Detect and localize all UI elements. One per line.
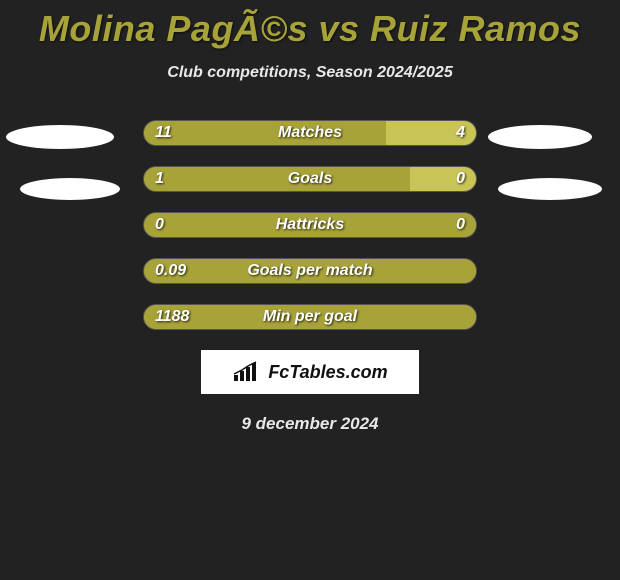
date-text: 9 december 2024	[0, 414, 620, 434]
decorative-ellipse	[498, 178, 602, 200]
stat-label: Hattricks	[143, 212, 477, 238]
stat-row: 00Hattricks	[143, 212, 477, 238]
stat-label: Matches	[143, 120, 477, 146]
decorative-ellipse	[6, 125, 114, 149]
decorative-ellipse	[488, 125, 592, 149]
stat-row: 10Goals	[143, 166, 477, 192]
page-subtitle: Club competitions, Season 2024/2025	[0, 64, 620, 82]
stat-label: Goals per match	[143, 258, 477, 284]
page-title: Molina PagÃ©s vs Ruiz Ramos	[0, 0, 620, 50]
stat-label: Goals	[143, 166, 477, 192]
chart-icon	[232, 361, 262, 383]
decorative-ellipse	[20, 178, 120, 200]
logo-text: FcTables.com	[268, 362, 387, 383]
stat-row: 1188Min per goal	[143, 304, 477, 330]
stat-row: 114Matches	[143, 120, 477, 146]
stat-row: 0.09Goals per match	[143, 258, 477, 284]
stats-container: 114Matches 10Goals 00Hattricks 0.09Goals pe…	[0, 120, 620, 330]
stat-label: Min per goal	[143, 304, 477, 330]
logo-box: FcTables.com	[201, 350, 419, 394]
